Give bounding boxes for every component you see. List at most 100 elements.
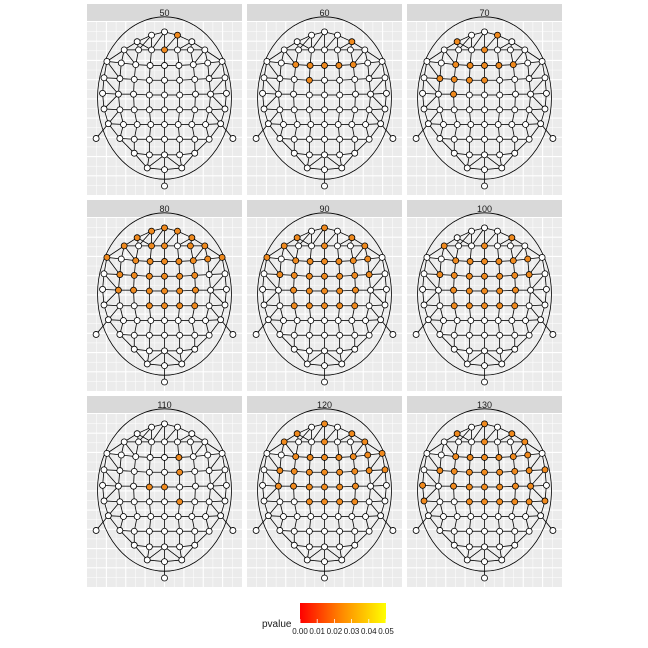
- electrode-point: [103, 449, 111, 457]
- electrode-point-significant: [481, 498, 488, 506]
- legend-ticks: 0.00 0.01 0.02 0.03 0.04 0.05: [292, 619, 394, 636]
- electrode-point: [191, 541, 199, 549]
- electrode-point: [303, 556, 311, 564]
- electrode-point: [338, 556, 346, 564]
- electrode-point: [192, 90, 199, 98]
- electrode-point: [481, 135, 488, 143]
- electrode-point-significant: [466, 454, 474, 461]
- electrode-point-significant: [450, 76, 458, 83]
- electrode-point: [276, 302, 284, 310]
- electrode-point-significant: [466, 62, 474, 69]
- electrode-point: [496, 543, 504, 551]
- electrode-point-significant: [204, 255, 212, 263]
- electrode-point: [511, 106, 519, 114]
- electrode-point-significant: [263, 253, 271, 261]
- electrode-point-significant: [321, 258, 328, 265]
- electrode-point: [334, 242, 341, 250]
- electrode-point-significant: [481, 76, 488, 84]
- electrode-point: [130, 345, 138, 353]
- electrode-point: [494, 242, 501, 250]
- electrode-point: [116, 467, 124, 474]
- electrode-point: [191, 76, 199, 83]
- electrode-point-significant: [103, 253, 111, 261]
- electrode-point: [189, 61, 197, 69]
- electrode-point: [465, 151, 473, 159]
- electrode-point: [351, 149, 359, 157]
- facet-label: 130: [477, 400, 492, 410]
- electrode-point: [295, 46, 302, 54]
- electrode-point-significant: [452, 61, 460, 69]
- electrode-point: [494, 317, 502, 324]
- electrode-point: [424, 120, 432, 128]
- electrode-point: [175, 62, 183, 69]
- electrode-point: [465, 331, 473, 339]
- electrode-point: [116, 498, 124, 506]
- electrode-point-significant: [496, 287, 504, 295]
- electrode-point: [133, 317, 141, 324]
- electrode-point: [549, 331, 557, 338]
- legend-tick-label: 0.04: [361, 627, 377, 636]
- electrode-point: [511, 331, 519, 339]
- electrode-point: [420, 301, 428, 309]
- facet-label: 70: [479, 8, 489, 18]
- electrode-point-significant: [364, 451, 372, 459]
- electrode-point: [135, 46, 142, 54]
- electrode-point: [512, 90, 519, 98]
- electrode-point: [174, 513, 182, 520]
- electrode-point: [307, 317, 315, 324]
- electrode-point: [148, 46, 155, 54]
- electrode-point-significant: [511, 271, 519, 279]
- electrode-point-significant: [481, 287, 488, 295]
- electrode-point: [336, 91, 344, 99]
- electrode-point: [378, 57, 386, 65]
- electrode-point-significant: [436, 467, 444, 474]
- electrode-point-significant: [161, 483, 168, 491]
- electrode-point: [161, 574, 168, 582]
- electrode-point: [161, 135, 168, 143]
- electrode-point: [334, 121, 342, 128]
- electrode-point: [465, 347, 473, 355]
- legend-tick-label: 0.01: [309, 627, 325, 636]
- electrode-point: [511, 541, 519, 549]
- electrode-point: [453, 234, 461, 242]
- electrode-point: [277, 451, 285, 459]
- electrode-point: [525, 106, 533, 114]
- electrode-point: [543, 89, 550, 97]
- electrode-point: [541, 270, 549, 278]
- electrode-point: [412, 331, 420, 338]
- electrode-point: [189, 453, 197, 461]
- electrode-point: [260, 497, 268, 505]
- electrode-point-significant: [321, 272, 328, 280]
- electrode-point-significant: [176, 287, 184, 295]
- electrode-point: [496, 347, 504, 355]
- electrode-point: [321, 513, 328, 520]
- electrode-point: [145, 498, 153, 506]
- electrode-point: [176, 76, 184, 84]
- electrode-point: [178, 556, 186, 564]
- electrode-point: [450, 149, 458, 157]
- electrode-point-significant: [512, 482, 519, 490]
- electrode-point: [221, 105, 229, 113]
- electrode-point-significant: [191, 302, 199, 310]
- electrode-point: [424, 316, 432, 324]
- electrode-point: [117, 451, 125, 459]
- electrode-point: [307, 513, 315, 520]
- electrode-point: [481, 574, 488, 582]
- electrode-point-significant: [349, 257, 357, 265]
- electrode-point-significant: [364, 255, 372, 263]
- electrode-point: [334, 513, 342, 520]
- electrode-point: [522, 513, 529, 520]
- electrode-point: [161, 62, 168, 69]
- facet-label: 90: [319, 204, 329, 214]
- electrode-point: [527, 286, 534, 294]
- facet-strip: [407, 200, 562, 217]
- electrode-point: [293, 513, 301, 520]
- electrode-point-significant: [527, 482, 534, 490]
- electrode-point: [334, 227, 341, 235]
- electrode-point: [264, 316, 272, 324]
- electrode-point: [290, 106, 298, 114]
- electrode-point: [143, 360, 151, 368]
- electrode-point: [351, 135, 359, 143]
- electrode-point: [161, 498, 168, 506]
- electrode-point-significant: [280, 242, 288, 250]
